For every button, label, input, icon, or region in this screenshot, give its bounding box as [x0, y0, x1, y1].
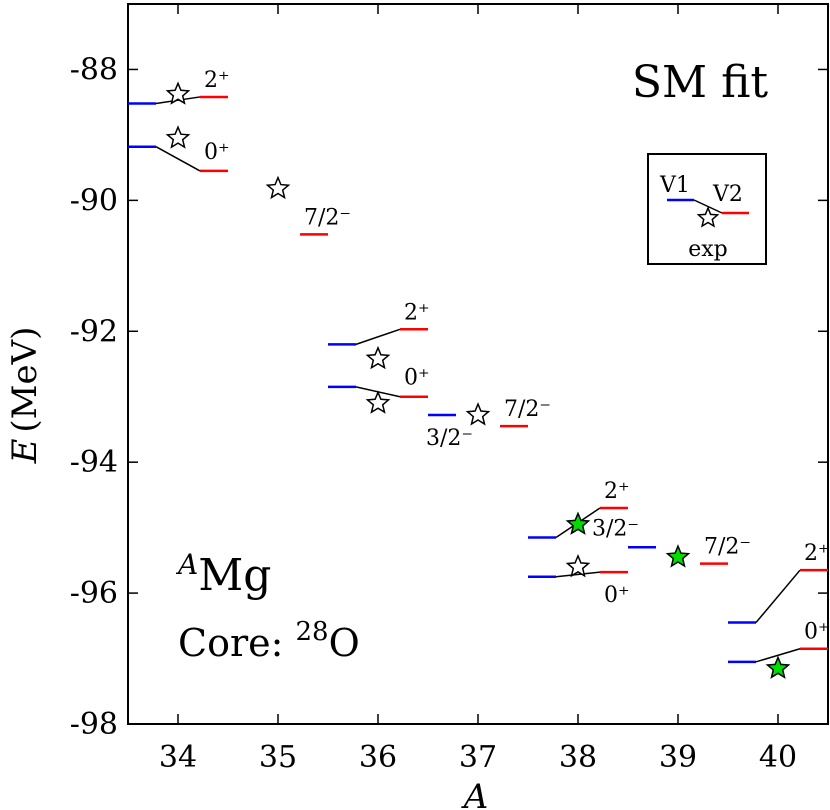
x-tick-label: 37	[459, 740, 497, 775]
y-axis-label-unit: (MeV)	[5, 327, 45, 433]
level-label: 2⁺	[404, 300, 430, 325]
legend-exp-label: exp	[688, 237, 728, 262]
experiment-star-icon	[565, 511, 591, 535]
core-label-prefix: Core:	[178, 621, 296, 665]
chart-title: SM fit	[632, 57, 769, 108]
level-connector	[555, 571, 601, 578]
experiment-star-icon	[365, 390, 391, 414]
level-label: 2⁺	[604, 479, 630, 504]
y-tick-label: -98	[70, 707, 118, 742]
y-axis-label: E (MeV)	[5, 327, 45, 465]
y-tick-label: -90	[70, 183, 118, 218]
x-tick-label: 39	[659, 740, 697, 775]
experiment-star-icon	[765, 655, 791, 679]
nucleus-mass-symbol: A	[175, 548, 198, 581]
x-tick-label: 35	[259, 740, 297, 775]
plot-layer: 34 35 36 37 38 39 40 -98 -96 -94 -92 -90 -88 2⁺ 0⁺ 7/2⁻…	[70, 3, 830, 775]
nucleus-element: Mg	[198, 550, 271, 601]
y-tick-label: -92	[70, 314, 118, 349]
y-tick-label: -94	[70, 445, 118, 480]
y-tick-label: -88	[70, 52, 118, 87]
level-label: 2⁺	[204, 68, 230, 93]
nucleus-label: AMg	[175, 548, 271, 601]
experiment-star-icon	[365, 345, 391, 370]
level-connector	[355, 328, 401, 346]
core-mass: 28	[296, 617, 329, 647]
level-label: 7/2⁻	[704, 535, 751, 560]
experiment-star-icon	[165, 125, 191, 149]
y-tick-label: -96	[70, 576, 118, 611]
level-label: 0⁺	[404, 366, 430, 391]
level-connector	[155, 146, 201, 172]
level-label: 7/2⁻	[504, 397, 551, 422]
level-label: 0⁺	[804, 620, 830, 645]
level-label: 7/2⁻	[304, 205, 351, 230]
core-label: Core: 28O	[178, 617, 360, 665]
experiment-star-icon	[165, 81, 191, 105]
level-label: 3/2⁻	[592, 516, 639, 541]
experiment-star-icon	[565, 553, 591, 578]
x-tick-label: 38	[559, 740, 597, 775]
experiment-star-icon	[665, 544, 691, 568]
level-label: 3/2⁻	[426, 426, 473, 451]
core-element: O	[329, 621, 360, 665]
x-tick-label: 34	[159, 740, 197, 775]
level-label: 0⁺	[604, 583, 630, 608]
level-label: 0⁺	[204, 140, 230, 165]
experiment-star-icon	[265, 175, 291, 200]
legend-v2-label: V2	[712, 182, 743, 207]
text-layer: SM fit A E(MeV) AMg Core: 28O V1 V2 exp	[5, 57, 768, 810]
legend-star-icon	[696, 206, 720, 228]
x-axis-label: A	[461, 777, 489, 810]
experiment-star-icon	[465, 402, 491, 426]
x-tick-label: 40	[759, 740, 797, 775]
level-connector	[755, 648, 801, 663]
legend-box: V1 V2 exp	[647, 153, 767, 265]
level-connector	[155, 96, 201, 105]
legend-v1-label: V1	[659, 173, 690, 198]
plot-frame	[127, 3, 829, 725]
y-axis-label-variable: E	[5, 438, 45, 464]
level-label: 2⁺	[804, 541, 830, 566]
x-tick-label: 36	[359, 740, 397, 775]
level-connector	[755, 569, 801, 624]
